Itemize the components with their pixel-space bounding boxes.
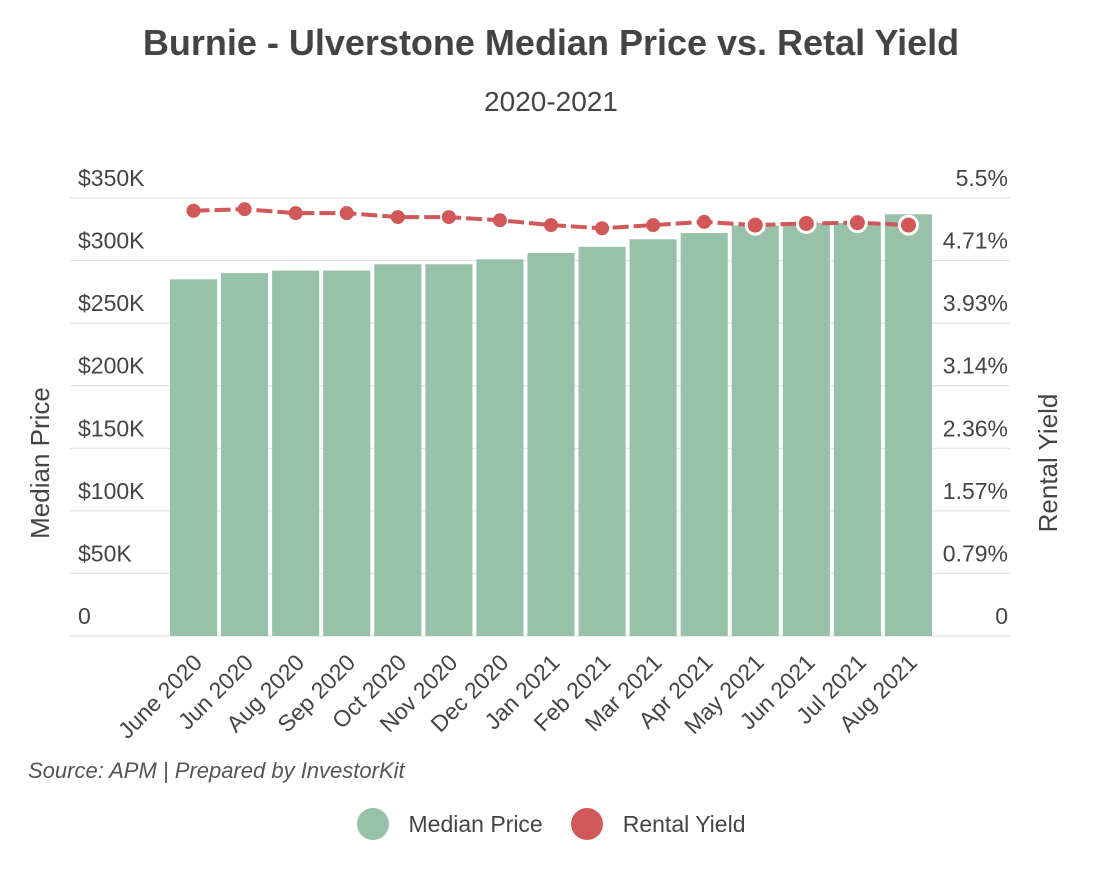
- bar: [680, 233, 728, 637]
- chart-title: Burnie - Ulverstone Median Price vs. Ret…: [142, 22, 960, 63]
- legend-item-median-price[interactable]: Median Price: [356, 808, 543, 840]
- y-tick-label: $100K: [78, 478, 145, 504]
- data-point: [646, 218, 661, 233]
- y-right-tick-label: 0.79%: [943, 540, 1008, 566]
- bar: [884, 214, 932, 637]
- legend-item-rental-yield[interactable]: Rental Yield: [570, 808, 746, 840]
- chart-subtitle: 2020-2021: [484, 86, 618, 117]
- data-point: [744, 214, 766, 236]
- data-point: [492, 213, 507, 228]
- y-right-tick-label: 4.71%: [943, 228, 1008, 254]
- legend-label-median-price: Median Price: [408, 810, 543, 837]
- bar: [578, 246, 626, 636]
- y-right-axis-title: Rental Yield: [1033, 394, 1063, 533]
- legend-swatch-median-price: [356, 808, 389, 840]
- y-right-tick-label: 5.5%: [956, 165, 1008, 191]
- data-point: [288, 206, 303, 221]
- y-axis-title: Median Price: [25, 387, 55, 539]
- y-tick-label: 0: [78, 603, 91, 629]
- data-point: [441, 210, 456, 225]
- y-tick-label: $200K: [78, 353, 145, 379]
- data-point: [897, 214, 919, 236]
- data-point: [186, 203, 201, 218]
- y-right-tick-label: 1.57%: [943, 478, 1008, 504]
- data-point: [795, 212, 817, 234]
- data-point: [339, 206, 354, 221]
- bar: [782, 223, 830, 636]
- chart-plot: 0 0 $50K 0.79% $100K 1.57% $150K 2.36% $200K 3.14…: [25, 165, 1063, 744]
- y-right-tick-label: 2.36%: [943, 415, 1008, 441]
- y-tick-label: $350K: [78, 165, 145, 191]
- data-point: [697, 214, 712, 229]
- bar: [425, 264, 473, 636]
- y-right-tick-label: 0: [995, 603, 1008, 629]
- y-tick-label: $300K: [78, 228, 145, 254]
- bar: [374, 264, 422, 636]
- bar: [323, 270, 371, 636]
- legend-label-rental-yield: Rental Yield: [622, 810, 746, 837]
- bar: [221, 273, 269, 636]
- bar: [170, 279, 218, 636]
- y-tick-label: $150K: [78, 415, 145, 441]
- bar: [629, 239, 677, 636]
- data-point: [595, 221, 610, 236]
- legend-swatch-rental-yield: [570, 808, 603, 840]
- data-point: [237, 202, 252, 217]
- bar: [272, 270, 320, 636]
- y-right-tick-label: 3.14%: [943, 353, 1008, 379]
- bar: [833, 223, 881, 636]
- data-point: [544, 218, 558, 233]
- data-point: [846, 212, 868, 234]
- bar: [731, 225, 779, 636]
- bar: [476, 259, 524, 636]
- y-tick-label: $250K: [78, 290, 145, 316]
- bar: [527, 253, 575, 636]
- source-note: Source: APM | Prepared by InvestorKit: [28, 758, 405, 783]
- data-point: [390, 210, 405, 225]
- y-right-tick-label: 3.93%: [943, 290, 1008, 316]
- y-tick-label: $50K: [78, 540, 132, 566]
- legend: Median Price Rental Yield: [0, 808, 1102, 840]
